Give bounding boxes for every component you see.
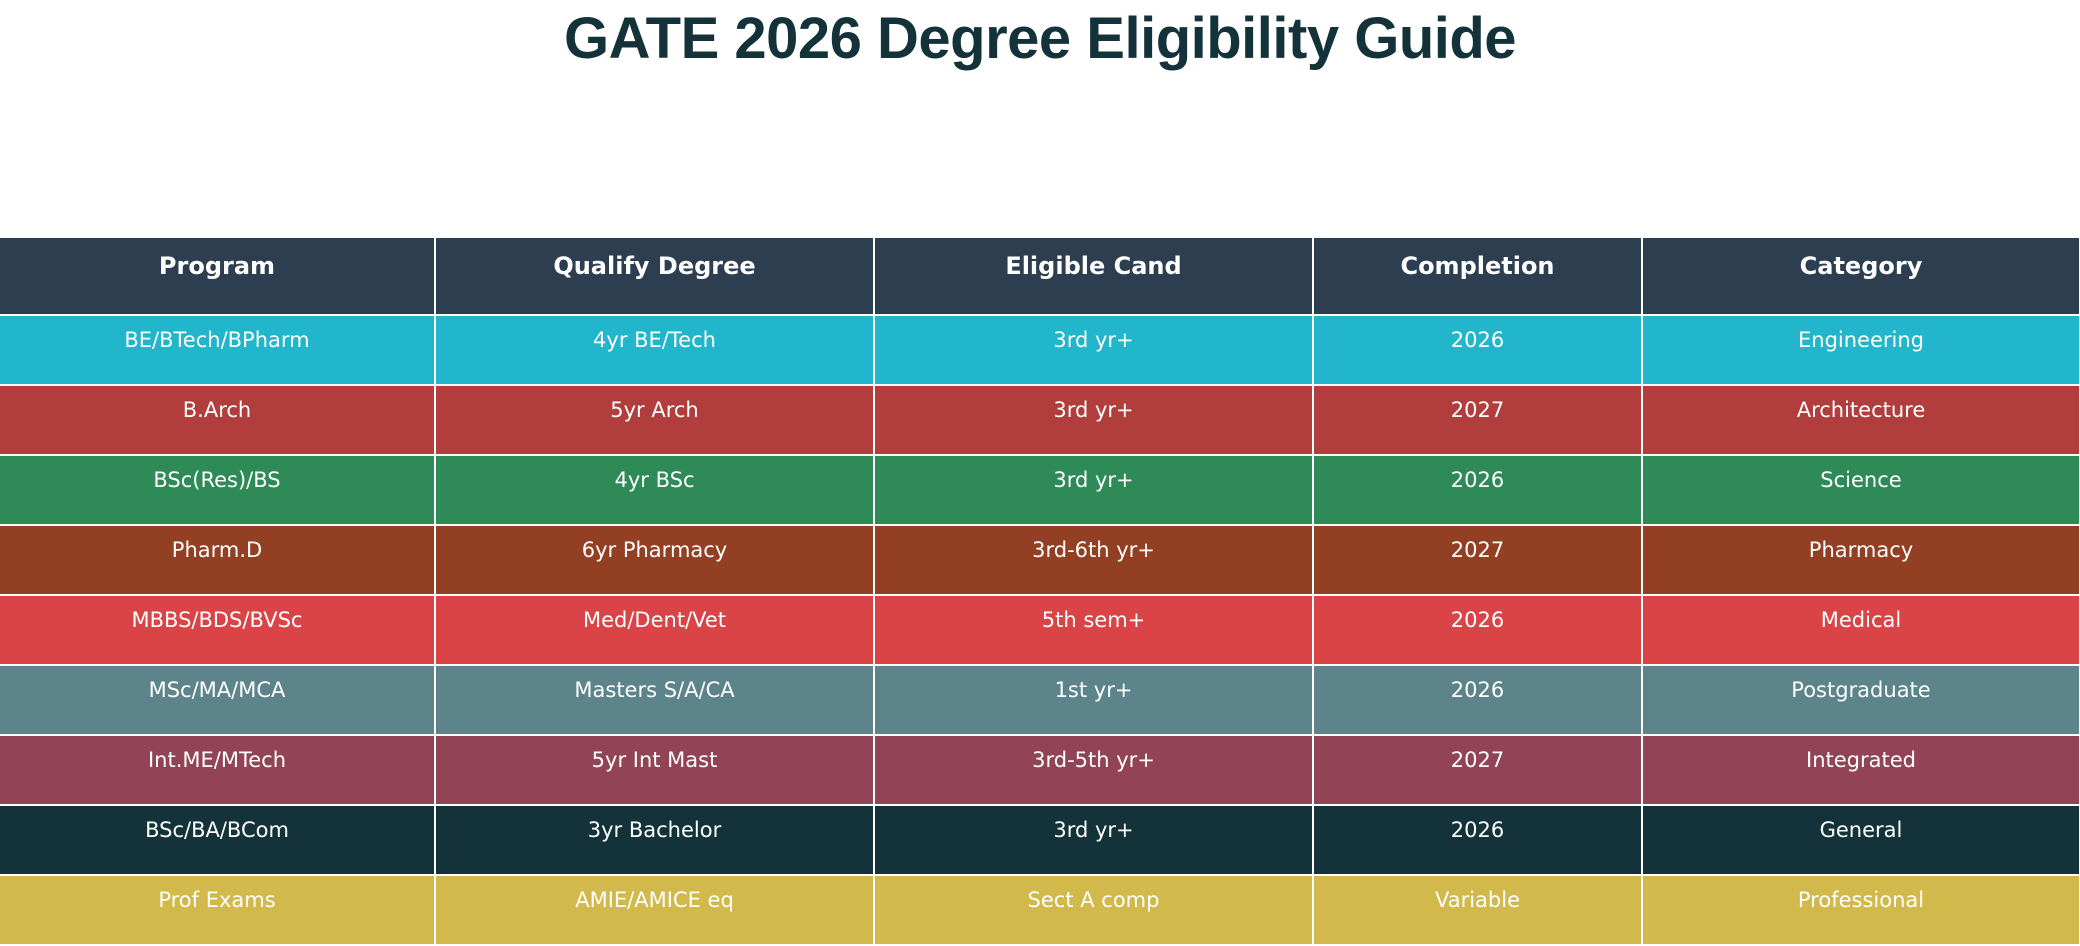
cell-category: Engineering [1641, 314, 2080, 386]
cell-qualify-degree: Med/Dent/Vet [434, 594, 875, 666]
column-header-eligible-cand: Eligible Cand [873, 236, 1314, 316]
table-row: BE/BTech/BPharm 4yr BE/Tech 3rd yr+ 2026 Eng… [0, 314, 2080, 386]
cell-category: Postgraduate [1641, 664, 2080, 736]
eligibility-table: Program Qualify Degree Eligible Cand Com… [0, 236, 2080, 946]
cell-completion: 2026 [1312, 664, 1643, 736]
cell-completion: 2026 [1312, 314, 1643, 386]
cell-eligible-cand: 3rd yr+ [873, 384, 1314, 456]
cell-completion: 2026 [1312, 804, 1643, 876]
table-body: BE/BTech/BPharm 4yr BE/Tech 3rd yr+ 2026 Eng… [0, 314, 2080, 946]
cell-qualify-degree: 3yr Bachelor [434, 804, 875, 876]
table-row: B.Arch 5yr Arch 3rd yr+ 2027 Architecture [0, 384, 2080, 456]
cell-category: Science [1641, 454, 2080, 526]
table-row: BSc(Res)/BS 4yr BSc 3rd yr+ 2026 Science [0, 454, 2080, 526]
column-header-qualify-degree: Qualify Degree [434, 236, 875, 316]
cell-qualify-degree: Masters S/A/CA [434, 664, 875, 736]
cell-qualify-degree: 4yr BE/Tech [434, 314, 875, 386]
cell-category: Professional [1641, 874, 2080, 946]
cell-qualify-degree: AMIE/AMICE eq [434, 874, 875, 946]
cell-eligible-cand: 5th sem+ [873, 594, 1314, 666]
table-row: Pharm.D 6yr Pharmacy 3rd-6th yr+ 2027 Pharma… [0, 524, 2080, 596]
cell-eligible-cand: 1st yr+ [873, 664, 1314, 736]
cell-category: Architecture [1641, 384, 2080, 456]
cell-program: BSc/BA/BCom [0, 804, 436, 876]
column-header-program: Program [0, 236, 436, 316]
column-header-completion: Completion [1312, 236, 1643, 316]
cell-completion: 2026 [1312, 454, 1643, 526]
table-row: MBBS/BDS/BVSc Med/Dent/Vet 5th sem+ 2026 Med… [0, 594, 2080, 666]
cell-eligible-cand: 3rd yr+ [873, 804, 1314, 876]
cell-program: BE/BTech/BPharm [0, 314, 436, 386]
cell-program: Pharm.D [0, 524, 436, 596]
cell-category: Pharmacy [1641, 524, 2080, 596]
table-row: MSc/MA/MCA Masters S/A/CA 1st yr+ 2026 Postg… [0, 664, 2080, 736]
cell-completion: 2027 [1312, 524, 1643, 596]
table-row: BSc/BA/BCom 3yr Bachelor 3rd yr+ 2026 Genera… [0, 804, 2080, 876]
column-header-category: Category [1641, 236, 2080, 316]
cell-eligible-cand: 3rd-6th yr+ [873, 524, 1314, 596]
cell-eligible-cand: 3rd yr+ [873, 454, 1314, 526]
cell-qualify-degree: 5yr Arch [434, 384, 875, 456]
cell-qualify-degree: 5yr Int Mast [434, 734, 875, 806]
cell-category: Medical [1641, 594, 2080, 666]
table-row: Int.ME/MTech 5yr Int Mast 3rd-5th yr+ 2027 I… [0, 734, 2080, 806]
cell-eligible-cand: Sect A comp [873, 874, 1314, 946]
cell-program: B.Arch [0, 384, 436, 456]
cell-program: MSc/MA/MCA [0, 664, 436, 736]
page-title: GATE 2026 Degree Eligibility Guide [563, 6, 1517, 71]
cell-program: Prof Exams [0, 874, 436, 946]
cell-completion: 2027 [1312, 384, 1643, 456]
cell-category: General [1641, 804, 2080, 876]
cell-qualify-degree: 4yr BSc [434, 454, 875, 526]
cell-completion: 2026 [1312, 594, 1643, 666]
cell-eligible-cand: 3rd yr+ [873, 314, 1314, 386]
cell-program: MBBS/BDS/BVSc [0, 594, 436, 666]
cell-qualify-degree: 6yr Pharmacy [434, 524, 875, 596]
table-row: Prof Exams AMIE/AMICE eq Sect A comp Variab… [0, 874, 2080, 946]
table-header-row: Program Qualify Degree Eligible Cand Com… [0, 236, 2080, 316]
cell-program: Int.ME/MTech [0, 734, 436, 806]
cell-program: BSc(Res)/BS [0, 454, 436, 526]
cell-category: Integrated [1641, 734, 2080, 806]
cell-completion: Variable [1312, 874, 1643, 946]
cell-completion: 2027 [1312, 734, 1643, 806]
cell-eligible-cand: 3rd-5th yr+ [873, 734, 1314, 806]
